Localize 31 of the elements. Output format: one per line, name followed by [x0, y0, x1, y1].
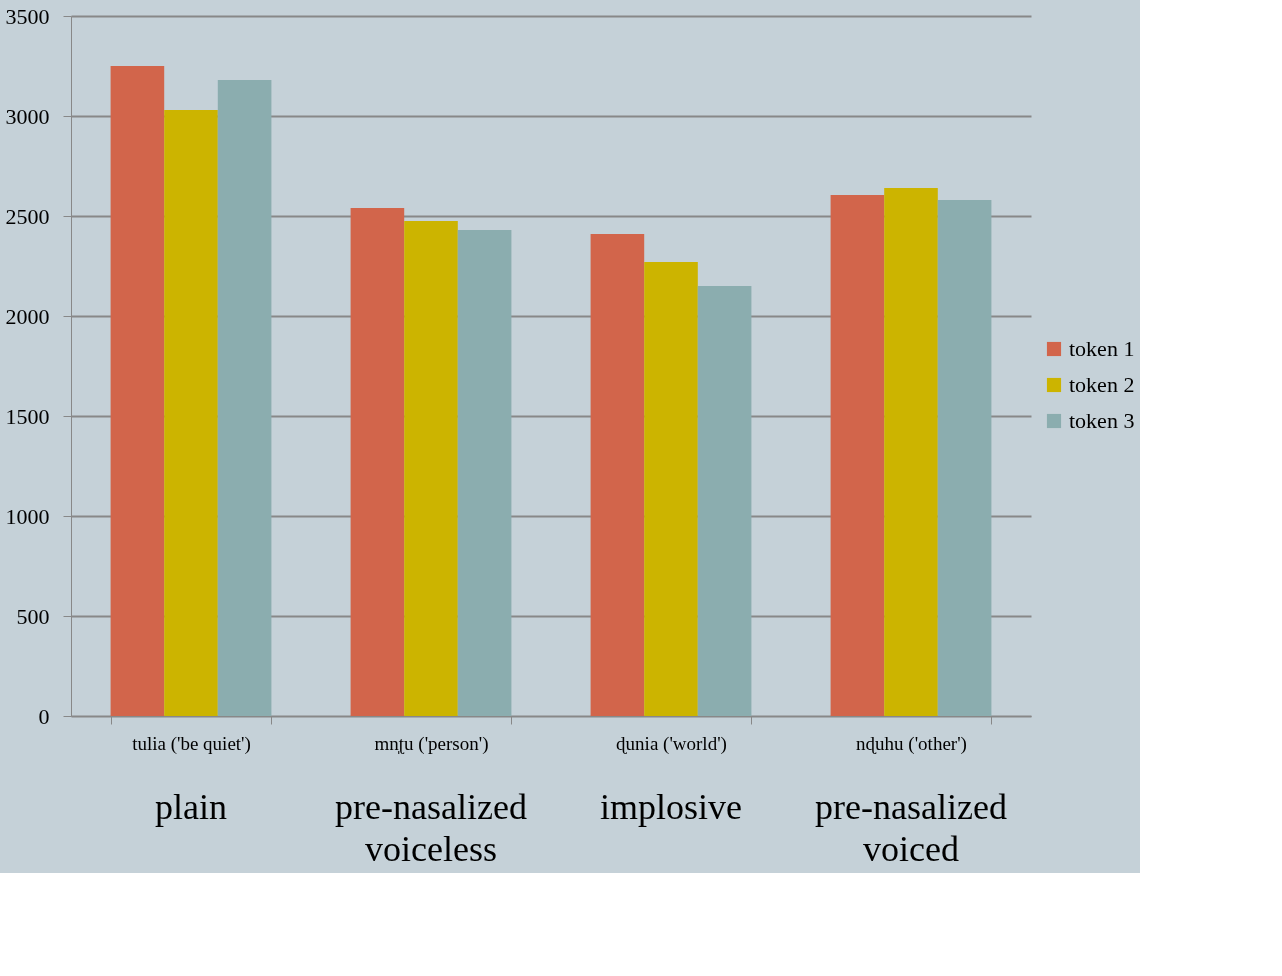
bar [350, 208, 405, 716]
bar [644, 262, 698, 716]
y-tick-label: 0 [38, 703, 50, 729]
text: implosive [600, 787, 742, 827]
bar [110, 66, 165, 716]
bar [217, 80, 272, 716]
text: plain [155, 787, 227, 827]
text: pre-nasalized voiced [815, 787, 1007, 869]
legend-label: token 3 [1069, 408, 1135, 433]
y-tick-label: 1000 [5, 503, 50, 529]
y-tick-label: 1500 [5, 403, 50, 429]
bar [830, 195, 885, 716]
y-tick-label: 3500 [5, 3, 50, 29]
bar [884, 188, 938, 716]
y-tick-label: 2500 [5, 203, 50, 229]
x-tick-label: tulia ('be quiet') [132, 732, 251, 755]
y-tick-label: 2000 [5, 303, 50, 329]
y-tick-label: 3000 [5, 103, 50, 129]
bar [697, 286, 752, 716]
legend-label: token 2 [1069, 372, 1135, 397]
y-tick-label: 500 [16, 603, 50, 629]
bar [404, 221, 458, 716]
x-tick-label: nɖuhu ('other') [856, 732, 967, 755]
bar [937, 200, 992, 716]
bar [164, 110, 218, 716]
bar [590, 234, 645, 716]
x-tick-label: mn̩ʈu ('person') [374, 732, 489, 755]
text: pre-nasalized voiceless [335, 787, 527, 869]
legend-label: token 1 [1069, 336, 1135, 361]
bar [457, 230, 512, 716]
x-tick-label: ɖunia ('world') [616, 732, 727, 755]
